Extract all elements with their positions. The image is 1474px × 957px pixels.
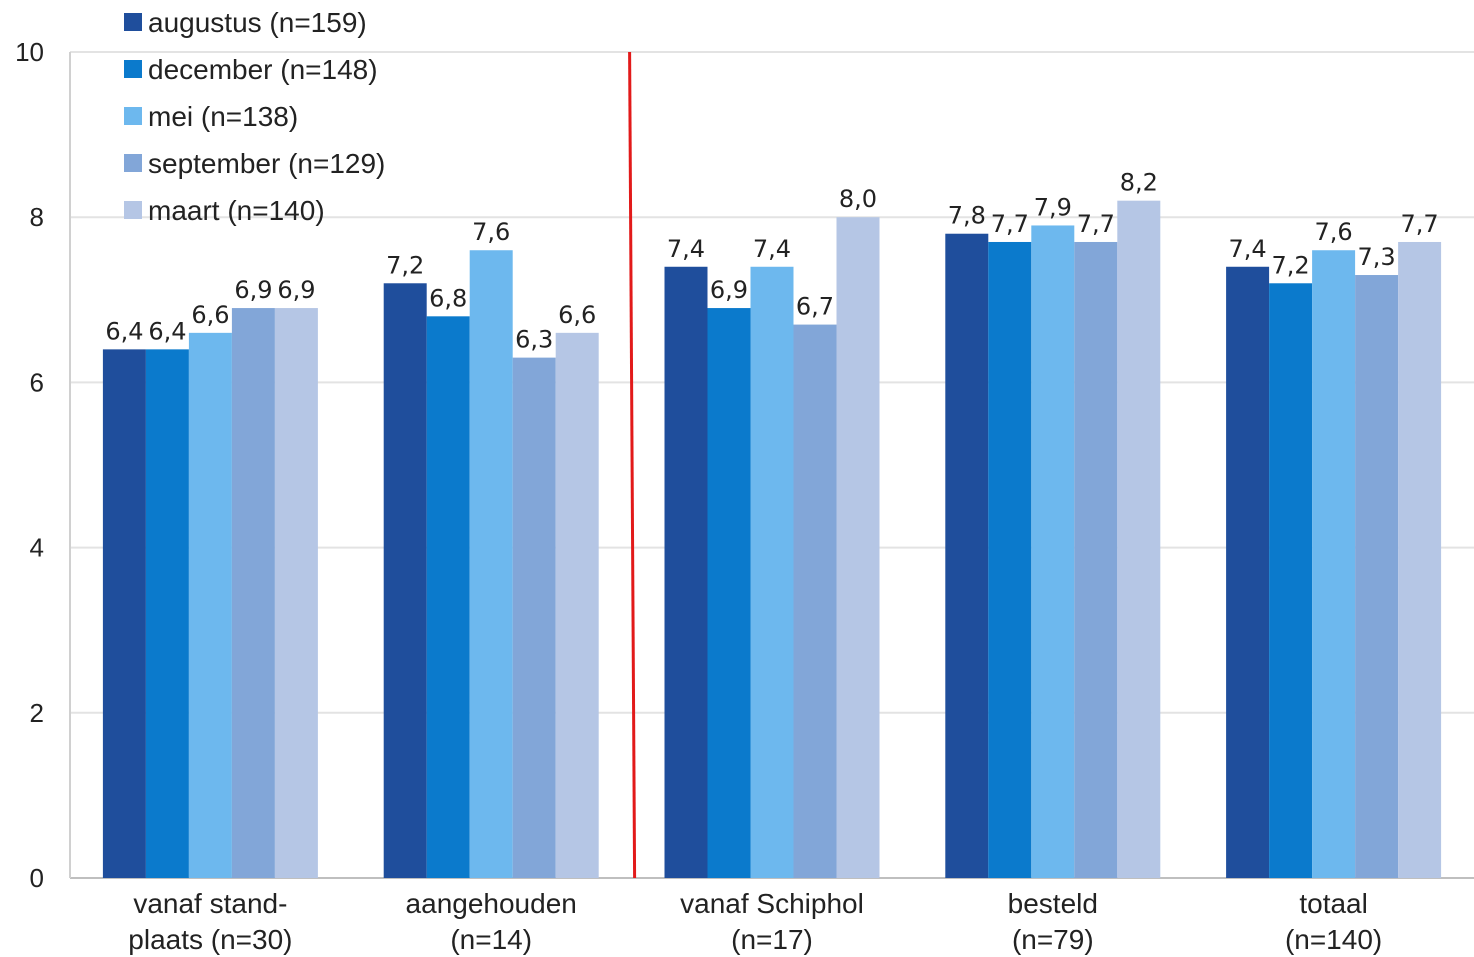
bar	[274, 308, 318, 878]
bar	[145, 349, 189, 878]
data-label: 7,7	[1401, 210, 1439, 238]
data-label: 6,3	[515, 326, 553, 354]
bar	[426, 316, 470, 878]
category-label: besteld	[1008, 888, 1098, 919]
legend-swatch	[124, 13, 142, 31]
y-tick-label: 2	[30, 698, 44, 728]
bar	[555, 332, 599, 879]
legend-label: september (n=129)	[148, 148, 385, 179]
bar	[793, 324, 837, 879]
data-label: 7,3	[1358, 243, 1396, 271]
data-label: 7,4	[667, 235, 705, 263]
category-label: (n=140)	[1285, 924, 1382, 955]
bar	[836, 217, 880, 878]
data-label: 7,9	[1034, 193, 1072, 221]
bar	[1312, 250, 1356, 879]
bar	[383, 283, 427, 878]
bar	[945, 233, 989, 879]
legend: augustus (n=159) december (n=148) mei (n=1…	[124, 7, 385, 226]
data-label: 7,4	[1229, 235, 1267, 263]
data-label: 7,2	[386, 251, 424, 279]
data-label: 6,6	[558, 301, 596, 329]
data-label: 7,4	[753, 235, 791, 263]
bar	[1117, 200, 1161, 878]
bar	[1074, 241, 1118, 879]
y-tick-label: 8	[30, 202, 44, 232]
legend-swatch	[124, 154, 142, 172]
y-axis: 0 2 4 6 8 10	[15, 37, 71, 893]
bar	[664, 266, 708, 878]
data-label: 6,9	[234, 276, 272, 304]
bar	[1398, 241, 1442, 879]
data-label: 7,8	[948, 202, 986, 230]
data-label: 8,2	[1120, 169, 1158, 197]
data-label: 6,4	[148, 317, 186, 345]
data-label: 6,8	[429, 284, 467, 312]
data-label: 6,9	[710, 276, 748, 304]
data-labels: 6,4 6,46,66,9 6,97,26,87,66,36,67,46,97,46…	[105, 169, 1438, 354]
data-label: 7,7	[1077, 210, 1115, 238]
legend-swatch	[124, 201, 142, 219]
category-label: totaal	[1299, 888, 1368, 919]
bar	[1031, 225, 1075, 878]
legend-label: december (n=148)	[148, 54, 378, 85]
category-label: (n=17)	[731, 924, 813, 955]
legend-swatch	[124, 60, 142, 78]
data-label: 6,9	[277, 276, 315, 304]
bar	[707, 308, 751, 878]
category-label: (n=14)	[450, 924, 532, 955]
bar	[231, 308, 275, 878]
bar	[988, 241, 1032, 879]
bar	[750, 266, 794, 878]
separator-line	[628, 51, 637, 879]
category-label: (n=79)	[1012, 924, 1094, 955]
bar	[512, 357, 556, 878]
legend-swatch	[124, 107, 142, 125]
y-tick-label: 6	[30, 367, 44, 397]
bars	[102, 200, 1442, 879]
data-label: 6,4	[105, 317, 143, 345]
bar	[1226, 266, 1270, 878]
bar	[469, 250, 513, 879]
bar	[1355, 275, 1399, 878]
legend-label: augustus (n=159)	[148, 7, 367, 38]
data-label: 6,7	[796, 293, 834, 321]
y-tick-label: 0	[30, 863, 44, 893]
y-tick-label: 10	[15, 37, 44, 67]
separator	[628, 51, 637, 879]
legend-label: mei (n=138)	[148, 101, 298, 132]
category-label: vanaf Schiphol	[680, 888, 864, 919]
bar	[1269, 283, 1313, 878]
data-label: 7,6	[472, 218, 510, 246]
data-label: 8,0	[839, 185, 877, 213]
category-label: plaats (n=30)	[128, 924, 292, 955]
category-label: vanaf stand-	[133, 888, 287, 919]
bar	[188, 332, 232, 879]
data-label: 7,6	[1315, 218, 1353, 246]
y-tick-label: 4	[30, 533, 44, 563]
bar	[102, 349, 146, 878]
category-label: aangehouden	[406, 888, 577, 919]
x-axis: vanaf stand-plaats (n=30) aangehouden (n=1…	[128, 888, 1382, 955]
data-label: 7,7	[991, 210, 1029, 238]
legend-label: maart (n=140)	[148, 195, 325, 226]
data-label: 7,2	[1272, 251, 1310, 279]
data-label: 6,6	[191, 301, 229, 329]
